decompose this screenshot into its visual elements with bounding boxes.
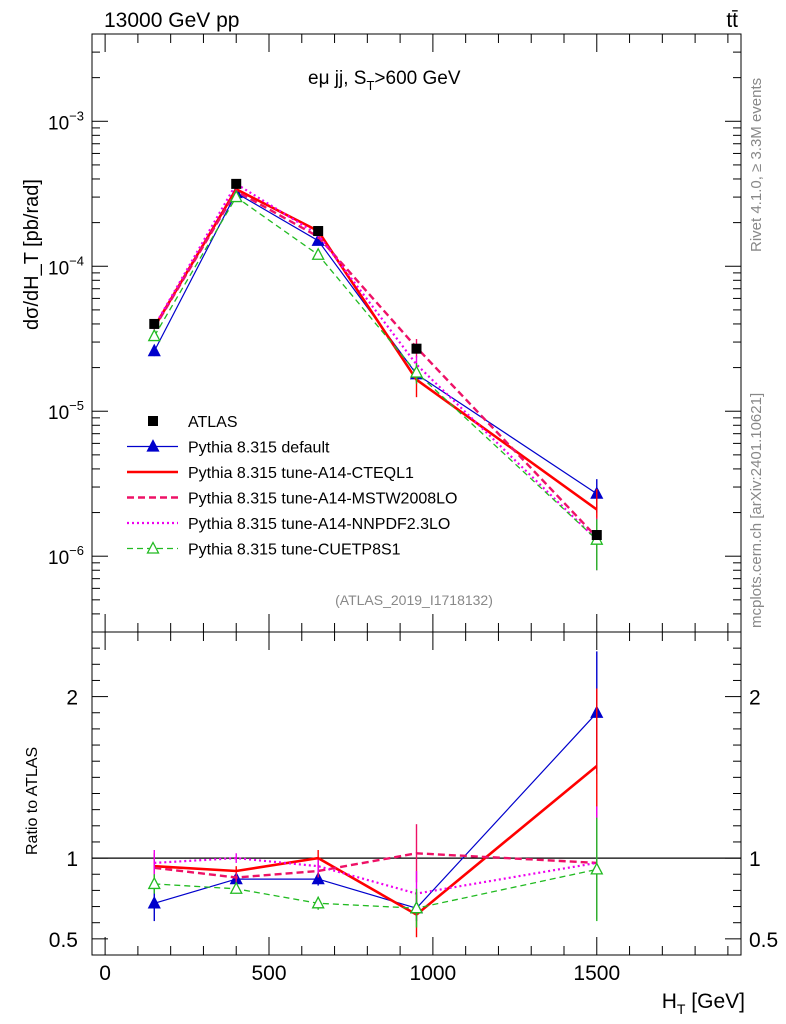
atlas-data-point xyxy=(411,343,422,354)
series-marker xyxy=(146,439,160,452)
main-ytick-label: 10−6 xyxy=(48,543,84,569)
rivet-label: Rivet 4.1.0, ≥ 3.3M events xyxy=(748,78,765,252)
main-ytick-label: 10−4 xyxy=(48,253,84,279)
x-axis-label: HT [GeV] xyxy=(662,990,745,1017)
main-ytick-label: 10−3 xyxy=(48,108,84,134)
series-marker xyxy=(590,862,604,875)
atlas-data-point xyxy=(231,178,242,189)
atlas-data-point xyxy=(149,318,160,329)
x-tick-label: 500 xyxy=(251,962,286,985)
x-tick-label: 0 xyxy=(99,962,111,985)
main-series-line xyxy=(153,187,598,511)
ratio-ytick-label-left: 1 xyxy=(66,848,78,871)
main-title: eμ jj, ST>600 GeV xyxy=(308,68,461,93)
main-series-line xyxy=(153,196,598,541)
main-series-line xyxy=(153,189,598,539)
legend-label: ATLAS xyxy=(188,414,238,431)
series-marker xyxy=(311,871,325,885)
series-marker xyxy=(147,895,161,909)
series-marker xyxy=(311,247,325,260)
legend-label: Pythia 8.315 tune-A14-NNPDF2.3LO xyxy=(188,516,450,533)
series-marker xyxy=(146,541,160,554)
x-tick-label: 1000 xyxy=(410,962,457,985)
main-ytick-label: 10−5 xyxy=(48,398,84,424)
series-marker xyxy=(229,881,243,894)
legend-swatch xyxy=(148,416,158,426)
ratio-ytick-label-left: 2 xyxy=(66,687,78,710)
atlas-data-point xyxy=(591,530,602,541)
x-tick-label: 1500 xyxy=(573,962,620,985)
legend-label: Pythia 8.315 tune-A14-CTEQL1 xyxy=(188,465,414,482)
main-series-line xyxy=(153,182,598,541)
ratio-ytick-label-left: 0.5 xyxy=(49,929,78,952)
ratio-series-line xyxy=(154,712,598,909)
series-marker xyxy=(147,343,161,357)
series-marker xyxy=(409,900,424,914)
atlas-data-point xyxy=(313,226,324,237)
analysis-watermark: (ATLAS_2019_I1718132) xyxy=(335,592,493,608)
ratio-series-line xyxy=(154,764,598,917)
ratio-ylabel: Ratio to ATLAS xyxy=(24,747,41,855)
series-marker xyxy=(147,328,161,342)
header-left: 13000 GeV pp xyxy=(104,9,239,32)
mcplots-label: mcplots.cern.ch [arXiv:2401.10621] xyxy=(748,393,765,628)
series-marker xyxy=(311,895,325,909)
series-marker xyxy=(229,189,243,203)
ratio-series-line xyxy=(154,852,597,879)
series-marker xyxy=(147,876,161,890)
ratio-ytick-label-right: 1 xyxy=(749,848,761,871)
legend-label: Pythia 8.315 tune-A14-MSTW2008LO xyxy=(188,491,457,508)
legend-label: Pythia 8.315 tune-CUETP8S1 xyxy=(188,542,401,559)
series-marker xyxy=(409,365,424,378)
ratio-ytick-label-right: 2 xyxy=(749,687,761,710)
header-right: tt̄ xyxy=(726,9,738,32)
legend-label: Pythia 8.315 default xyxy=(188,440,330,457)
main-ylabel: dσ/dH_T [pb/rad] xyxy=(21,179,43,330)
ratio-ytick-label-right: 0.5 xyxy=(749,929,778,952)
